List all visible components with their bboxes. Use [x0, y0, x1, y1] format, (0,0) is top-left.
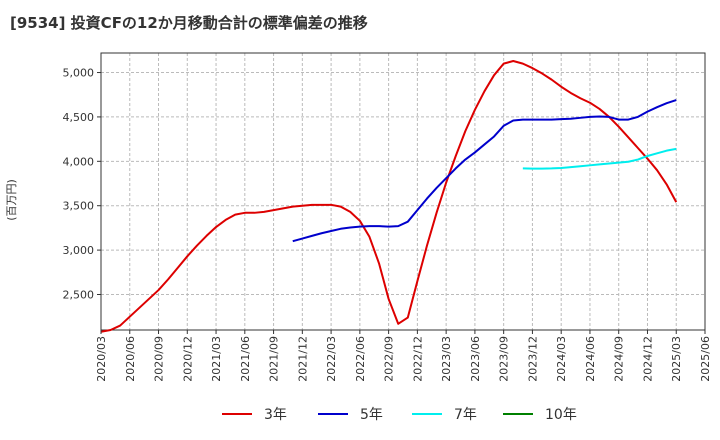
legend: 3年 5年 7年 10年: [222, 407, 577, 423]
x-tick-label: 2020/03: [95, 336, 108, 382]
x-tick-label: 2021/09: [268, 336, 281, 382]
y-tick-label: 3,000: [63, 244, 95, 257]
x-tick-label: 2020/12: [181, 336, 194, 382]
plot-frame: [100, 52, 706, 331]
y-tick-label: 4,500: [63, 111, 95, 124]
x-tick-label: 2024/12: [641, 336, 654, 382]
x-axis: 2020/03 2020/06 2020/09 2020/12 2021/03 2021/…: [95, 330, 712, 382]
y-tick-label: 5,000: [63, 67, 95, 80]
legend-label: 7年: [454, 407, 477, 423]
x-tick-label: 2022/09: [383, 336, 396, 382]
x-tick-label: 2025/06: [699, 336, 712, 382]
x-tick-label: 2021/12: [296, 336, 309, 382]
legend-label: 3年: [264, 407, 287, 423]
y-axis: 2,500 3,000 3,500 4,000 4,500 5,000: [63, 67, 101, 301]
x-tick-label: 2021/06: [239, 336, 252, 382]
series-line-3年: [100, 59, 678, 333]
x-tick-label: 2020/06: [124, 336, 137, 382]
legend-label: 5年: [360, 407, 383, 423]
y-tick-label: 3,500: [63, 200, 95, 213]
x-tick-label: 2025/03: [670, 336, 683, 382]
series-line-7年: [522, 147, 677, 170]
x-tick-label: 2023/09: [498, 336, 511, 382]
x-tick-label: 2022/12: [411, 336, 424, 382]
x-tick-label: 2024/06: [584, 336, 597, 382]
x-tick-label: 2023/03: [440, 336, 453, 382]
chart-title: [9534] 投資CFの12か月移動合計の標準偏差の推移: [10, 14, 368, 32]
x-tick-label: 2021/03: [210, 336, 223, 382]
x-tick-label: 2024/09: [613, 336, 626, 382]
y-tick-label: 4,000: [63, 155, 95, 168]
x-tick-label: 2022/06: [354, 336, 367, 382]
legend-label: 10年: [545, 407, 577, 423]
x-tick-label: 2024/03: [555, 336, 568, 382]
series-layer: [100, 59, 678, 333]
x-tick-label: 2020/09: [153, 336, 166, 382]
y-axis-title: (百万円): [5, 179, 18, 221]
grid-layer: [100, 53, 706, 330]
x-tick-label: 2023/12: [526, 336, 539, 382]
series-line-5年: [292, 99, 677, 243]
y-tick-label: 2,500: [63, 288, 95, 301]
x-tick-label: 2023/06: [469, 336, 482, 382]
x-tick-label: 2022/03: [325, 336, 338, 382]
